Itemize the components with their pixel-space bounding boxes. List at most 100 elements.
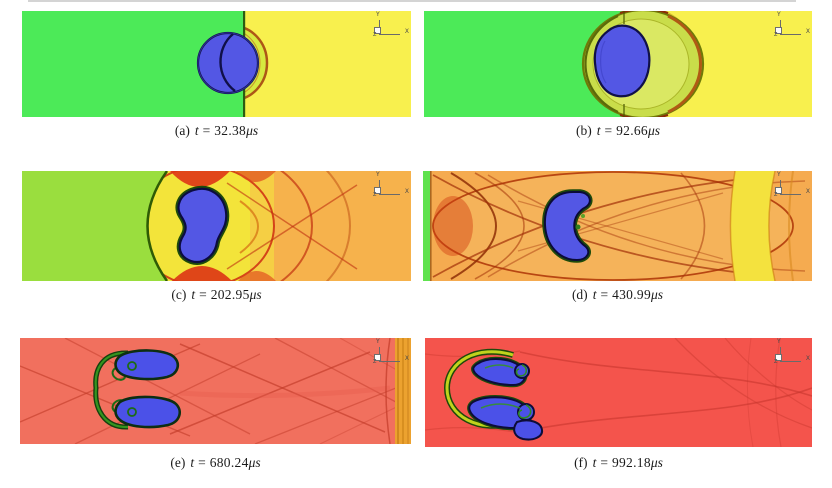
caption-label: (e) bbox=[170, 455, 186, 470]
axis-y-label: Y bbox=[376, 171, 380, 178]
red-hotspot bbox=[433, 196, 473, 256]
panel-b: Y Z X bbox=[424, 11, 812, 117]
axis-x-label: X bbox=[805, 188, 810, 195]
caption-label: (d) bbox=[571, 287, 588, 302]
caption-variable: t bbox=[190, 455, 195, 470]
caption-b: (b) t = 92.66μs bbox=[424, 123, 812, 141]
axis-x-label: X bbox=[404, 28, 409, 35]
caption-variable: t bbox=[592, 455, 597, 470]
caption-label: (b) bbox=[575, 123, 592, 138]
caption-equals: = bbox=[198, 455, 206, 470]
caption-a: (a) t = 32.38μs bbox=[22, 123, 411, 141]
axis-y-label: Y bbox=[376, 338, 380, 345]
caption-unit: μs bbox=[647, 123, 661, 138]
bubble bbox=[593, 24, 651, 98]
refracted-wave-in-bubble bbox=[219, 33, 236, 92]
axis-y-label: Y bbox=[777, 171, 781, 178]
yellow-band bbox=[730, 171, 775, 281]
axis-indicator: Y Z X bbox=[770, 11, 810, 43]
caption-c: (c) t = 202.95μs bbox=[22, 287, 411, 305]
yellow-green-region bbox=[22, 171, 167, 281]
axis-z-label: Z bbox=[774, 359, 778, 365]
axis-z-label: Z bbox=[774, 192, 778, 198]
axis-z-label: Z bbox=[373, 32, 377, 38]
caption-time-value: 32.38 bbox=[214, 123, 247, 138]
caption-variable: t bbox=[194, 123, 199, 138]
upper-bubble-lobe bbox=[114, 349, 180, 381]
caption-unit: μs bbox=[650, 455, 663, 470]
caption-time-value: 680.24 bbox=[209, 455, 249, 470]
panel-d-visualization bbox=[423, 171, 812, 281]
axis-origin-box bbox=[775, 27, 782, 34]
caption-time-value: 202.95 bbox=[210, 287, 250, 302]
axis-origin-box bbox=[374, 27, 381, 34]
axis-z-label: Z bbox=[373, 192, 377, 198]
trailing-shock-arc bbox=[519, 351, 812, 397]
salmon-region bbox=[20, 338, 411, 444]
panel-b-visualization bbox=[424, 11, 812, 117]
panel-f: Y Z X bbox=[425, 338, 812, 447]
caption-variable: t bbox=[596, 123, 601, 138]
panel-a-visualization bbox=[22, 11, 411, 117]
caption-equals: = bbox=[600, 455, 608, 470]
page-top-rule bbox=[28, 0, 796, 2]
axis-origin-box bbox=[775, 354, 782, 361]
caption-equals: = bbox=[604, 123, 613, 138]
axis-y-label: Y bbox=[777, 338, 781, 345]
lower-bubble-lobe bbox=[468, 396, 531, 430]
caption-label: (c) bbox=[171, 287, 187, 302]
caption-f: (f) t = 992.18μs bbox=[425, 455, 812, 473]
green-strip bbox=[423, 171, 430, 281]
caption-variable: t bbox=[592, 287, 597, 302]
axis-indicator: Y Z X bbox=[770, 171, 810, 203]
bubble bbox=[177, 187, 228, 264]
axis-indicator: Y Z X bbox=[369, 338, 409, 370]
panel-f-visualization bbox=[425, 338, 812, 447]
panel-c-visualization bbox=[22, 171, 411, 281]
axis-x-label: X bbox=[404, 355, 409, 362]
caption-e: (e) t = 680.24μs bbox=[20, 455, 411, 473]
caption-unit: μs bbox=[249, 287, 262, 302]
reflected-wave bbox=[450, 172, 497, 280]
panel-e: Y Z X bbox=[20, 338, 411, 444]
panel-c: Y Z X bbox=[22, 171, 411, 281]
panel-e-visualization bbox=[20, 338, 411, 444]
caption-equals: = bbox=[600, 287, 609, 302]
ring-right-rim bbox=[667, 14, 702, 114]
axis-y-label: Y bbox=[376, 11, 380, 18]
axis-x-label: X bbox=[805, 28, 810, 35]
caption-time-value: 430.99 bbox=[612, 287, 652, 302]
axis-lines bbox=[780, 347, 801, 362]
axis-lines bbox=[379, 347, 400, 362]
axis-origin-box bbox=[374, 354, 381, 361]
axis-x-label: X bbox=[805, 355, 810, 362]
panel-a: Y Z X bbox=[22, 11, 411, 117]
caption-unit: μs bbox=[248, 455, 261, 470]
axis-x-label: X bbox=[404, 188, 409, 195]
caption-variable: t bbox=[191, 287, 196, 302]
vortex-filament bbox=[94, 351, 129, 429]
axis-lines bbox=[379, 20, 400, 35]
axis-origin-box bbox=[775, 187, 782, 194]
axis-y-label: Y bbox=[777, 11, 781, 18]
caption-d: (d) t = 430.99μs bbox=[423, 287, 812, 305]
axis-indicator: Y Z X bbox=[369, 11, 409, 43]
panel-d: Y Z X bbox=[423, 171, 812, 281]
caption-unit: μs bbox=[651, 287, 664, 302]
caption-equals: = bbox=[199, 287, 207, 302]
axis-lines bbox=[780, 180, 801, 195]
caption-unit: μs bbox=[246, 123, 259, 138]
caption-equals: = bbox=[202, 123, 211, 138]
axis-z-label: Z bbox=[373, 359, 377, 365]
lower-bubble-lobe bbox=[114, 395, 182, 429]
axis-indicator: Y Z X bbox=[369, 171, 409, 203]
axis-lines bbox=[780, 20, 801, 35]
reflected-shock-front bbox=[146, 171, 169, 281]
caption-label: (f) bbox=[574, 455, 588, 470]
axis-z-label: Z bbox=[774, 32, 778, 38]
caption-time-value: 92.66 bbox=[616, 123, 648, 138]
bubble bbox=[543, 191, 591, 262]
axis-origin-box bbox=[374, 187, 381, 194]
axis-indicator: Y Z X bbox=[770, 338, 810, 370]
